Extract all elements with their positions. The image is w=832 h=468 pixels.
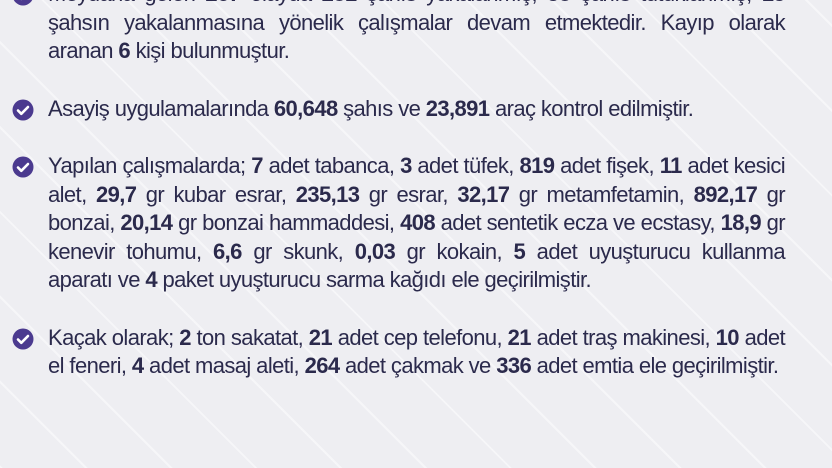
check-icon [12, 99, 34, 120]
text-run: adet masaj aleti, [143, 353, 305, 378]
bold-figure: 892,17 [693, 181, 758, 207]
text-run: olayda [240, 0, 321, 6]
text-run: gr bonzai, [48, 181, 786, 236]
text-run: Yapılan çalışmalarda; [48, 153, 252, 178]
text-run: adet kesici alet, [48, 153, 786, 207]
check-icon [12, 328, 34, 349]
text-run: gr metamfetamin, [509, 181, 694, 207]
bold-figure: 4 [145, 267, 157, 292]
text-run: adet cep telefonu, [332, 324, 508, 350]
text-run: ton sakatat, [190, 324, 309, 350]
bold-figure: 819 [519, 153, 555, 178]
text-run: gr kubar esrar, [136, 181, 296, 207]
bullet-item: Meydana gelen 267 olayda 281 şahıs yakal… [0, 0, 786, 66]
bold-figure: 10 [715, 324, 740, 350]
paragraph: Asayiş uygulamalarında 60,648 şahıs ve 2… [48, 95, 785, 124]
bold-figure: 2 [179, 324, 191, 350]
text-run: araç kontrol edilmiştir. [489, 95, 694, 121]
bold-figure: 29,7 [95, 181, 137, 207]
bold-figure: 23,891 [425, 95, 490, 121]
bold-figure: 0,03 [354, 238, 396, 264]
text-run: adet traş makinesi, [530, 324, 716, 350]
text-run: adet çakmak ve [339, 353, 497, 378]
check-icon [12, 156, 34, 178]
bold-figure: 235,13 [295, 181, 360, 207]
bold-figure: 58 [547, 0, 571, 6]
bold-figure: 264 [304, 353, 341, 378]
bold-figure: 5 [513, 238, 526, 264]
text-run: adet emtia ele geçirilmiştir. [531, 353, 779, 378]
text-run: şahsın yakalanmasına yönelik çalışmalar … [48, 9, 786, 64]
bold-figure: 408 [400, 210, 436, 235]
bullet-item: Yapılan çalışmalarda; 7 adet tabanca, 3 … [0, 152, 786, 295]
bold-figure: 3 [400, 153, 412, 178]
text-run: şahıs tutuklanmış, [570, 0, 761, 6]
text-run: adet tabanca, [262, 153, 401, 178]
check-icon [13, 0, 33, 6]
bold-figure: 20,14 [120, 210, 173, 235]
text-run: Kaçak olarak; [48, 324, 180, 350]
text-run: gr skunk, [241, 238, 355, 264]
text-run: şahıs ve [337, 95, 426, 121]
text-run: paket uyuşturucu sarma kağıdı ele geçiri… [157, 267, 592, 292]
document: Meydana gelen 267 olayda 281 şahıs yakal… [0, 0, 786, 381]
text-run: şahıs yakalanmış, [357, 0, 548, 6]
bold-figure: 7 [251, 153, 263, 178]
text-run: Meydana gelen [48, 0, 205, 6]
bullet-item: Kaçak olarak; 2 ton sakatat, 21 adet cep… [0, 324, 786, 381]
text-run: adet el feneri, [48, 324, 786, 379]
text-run: gr kokain, [395, 238, 514, 264]
bold-figure: 32,17 [457, 181, 510, 207]
text-run: adet uyuşturucu kullanma aparatı ve [48, 238, 786, 293]
bold-figure: 11 [659, 153, 683, 178]
bold-figure: 21 [308, 324, 333, 350]
bold-figure: 6,6 [213, 238, 242, 264]
bold-figure: 21 [507, 324, 532, 350]
text-run: gr kenevir tohumu, [48, 210, 786, 264]
paragraph: Meydana gelen 267 olayda 281 şahıs yakal… [48, 0, 786, 66]
text-run: adet fişek, [554, 153, 660, 178]
bullet-item: Asayiş uygulamalarında 60,648 şahıs ve 2… [0, 95, 785, 124]
bold-figure: 15 [762, 0, 786, 6]
text-run: adet sentetik ecza ve ecstasy, [434, 210, 721, 235]
paragraph: Kaçak olarak; 2 ton sakatat, 21 adet cep… [48, 324, 786, 381]
bold-figure: 336 [496, 353, 532, 378]
bold-figure: 60,648 [273, 95, 338, 121]
text-run: adet tüfek, [411, 153, 520, 178]
text-run: kişi bulunmuştur. [130, 38, 290, 63]
text-run: Asayiş uygulamalarında [48, 95, 274, 121]
bold-figure: 18,9 [720, 210, 762, 235]
bold-figure: 4 [131, 353, 144, 378]
bold-figure: 6 [118, 38, 131, 63]
bold-figure: 281 [322, 0, 358, 6]
text-run: gr esrar, [359, 181, 458, 207]
text-run: gr bonzai hammaddesi, [172, 210, 401, 235]
bold-figure: 267 [205, 0, 241, 6]
paragraph: Yapılan çalışmalarda; 7 adet tabanca, 3 … [48, 152, 786, 295]
